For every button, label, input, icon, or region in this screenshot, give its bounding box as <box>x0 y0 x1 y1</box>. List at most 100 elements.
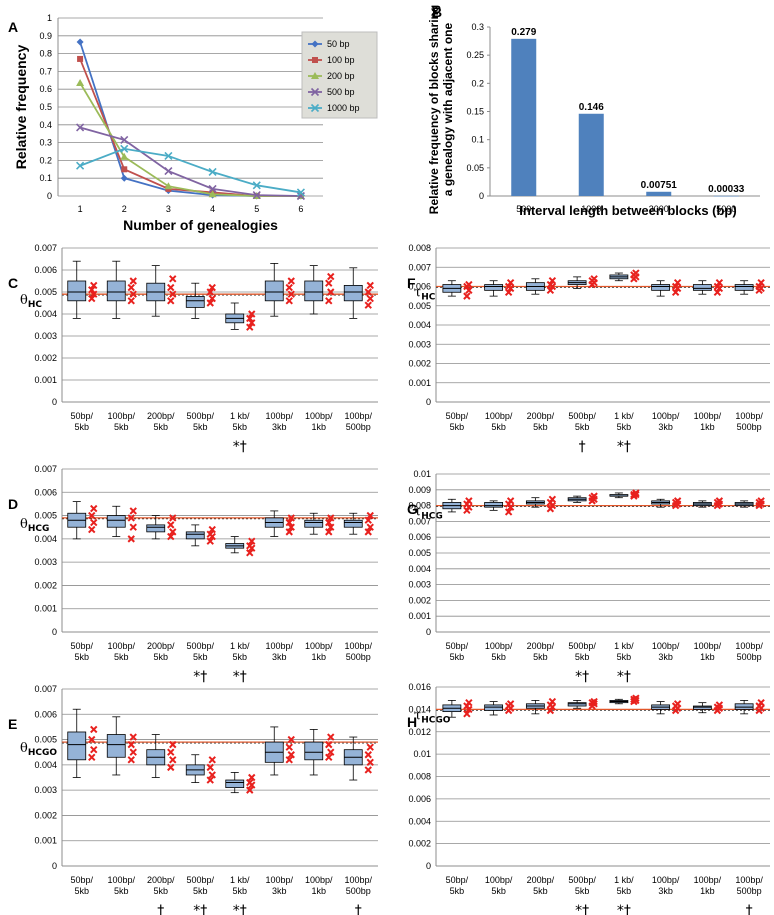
replicate-estimate <box>465 286 473 295</box>
box-3 <box>146 734 177 778</box>
replicate-estimate <box>248 319 256 327</box>
box-6 <box>264 510 295 537</box>
y-tick-label: 0.009 <box>408 485 431 495</box>
x-tick-label: 100bp/ <box>694 641 722 651</box>
replicate-estimate <box>325 753 333 761</box>
box-7 <box>692 278 724 296</box>
y-tick-label: 0 <box>479 191 484 201</box>
replicate-estimate <box>167 532 175 541</box>
replicate-estimate <box>506 700 515 708</box>
replicate-estimate <box>757 497 765 505</box>
x-tick-label: 5kb <box>153 652 168 662</box>
box-8 <box>734 698 765 715</box>
y-tick-label: 0.014 <box>408 704 431 714</box>
panel-label-d: D <box>8 496 18 512</box>
x-tick-label: 100bp/ <box>652 641 680 651</box>
point-marker <box>311 72 319 79</box>
box <box>484 284 504 291</box>
box-4 <box>185 282 216 319</box>
replicate-estimate <box>206 776 214 784</box>
box-3 <box>146 514 177 541</box>
x-tick-label: 1kb <box>311 886 326 896</box>
y-tick-label: 0.005 <box>34 511 57 521</box>
replicate-estimate <box>167 748 175 756</box>
y-tick-label: 0.007 <box>34 464 57 474</box>
y-tick-label: 0.006 <box>408 282 431 292</box>
x-tick-label: 5kb <box>193 422 208 432</box>
bar-data-label: 0.146 <box>579 102 604 113</box>
x-tick-label: 3kb <box>272 422 287 432</box>
x-tick-label: 1kb <box>700 886 715 896</box>
y-tick-label: 0.001 <box>408 611 431 621</box>
panel-b: B 0 0.05 0.1 0.15 0.2 0.25 0.3 0.279 500 0.146 1000… <box>427 4 760 218</box>
y-axis-symbol: τ <box>414 505 421 520</box>
x-tick-label: 200bp/ <box>147 641 175 651</box>
series-50bp <box>76 38 305 200</box>
box <box>185 295 205 308</box>
replicate-estimate <box>206 299 214 307</box>
box-5 <box>609 489 640 500</box>
y-tick-label: 0.8 <box>39 49 52 59</box>
y-tick-label: 0.2 <box>471 78 484 88</box>
box-6 <box>651 700 682 715</box>
x-tick-label: 100bp/ <box>735 411 763 421</box>
replicate-estimate <box>90 725 98 734</box>
box <box>567 702 587 707</box>
x-tick-label: 1 kb/ <box>614 875 634 885</box>
replicate-estimate <box>327 733 335 741</box>
replicate-estimate <box>287 277 295 285</box>
box-7 <box>304 729 335 776</box>
box-5 <box>225 772 256 794</box>
x-tick-label: 5kb <box>617 886 632 896</box>
y-tick-label: 0.001 <box>408 378 431 388</box>
box <box>225 779 245 789</box>
point-marker <box>310 103 320 113</box>
replicate-estimate <box>327 514 335 522</box>
x-tick-label: 5 <box>254 204 259 214</box>
box-4 <box>185 524 216 547</box>
replicate-estimate <box>325 528 333 536</box>
replicate-estimate <box>465 497 473 505</box>
panel-label-b: B <box>432 4 442 20</box>
replicate-estimate <box>129 507 137 515</box>
y-tick-label: 0.007 <box>34 243 57 253</box>
y-tick-label: 0 <box>52 397 57 407</box>
replicate-estimate <box>246 786 254 794</box>
x-tick-label: 100bp/ <box>694 875 722 885</box>
x-tick-label: 100bp/ <box>485 411 513 421</box>
x-tick-label: 3kb <box>658 422 673 432</box>
box-8 <box>343 736 374 781</box>
series-100bp <box>77 55 304 199</box>
box-2 <box>484 278 515 297</box>
y-tick-label: 0.6 <box>39 84 52 94</box>
replicate-estimate <box>127 297 135 305</box>
y-axis-subscript: HC <box>28 300 43 310</box>
replicate-estimate <box>169 740 177 749</box>
x-tick-label: 500bp/ <box>568 641 596 651</box>
x-tick-label: 50bp/ <box>446 411 469 421</box>
replicate-estimate <box>167 297 175 305</box>
x-tick-label: 200bp/ <box>147 411 175 421</box>
replicate-estimate <box>715 497 724 505</box>
y-tick-label: 0.15 <box>466 107 484 117</box>
replicate-estimate <box>287 290 295 298</box>
y-tick-label: 0.005 <box>34 287 57 297</box>
box-5 <box>225 302 256 331</box>
box-7 <box>692 497 724 510</box>
x-tick-label: 5kb <box>74 886 89 896</box>
replicate-estimate <box>287 751 295 759</box>
y-tick-label: 0 <box>426 861 431 871</box>
replicate-estimate <box>364 528 372 536</box>
replicate-estimate <box>208 525 216 534</box>
replicate-estimate <box>546 280 555 289</box>
point-marker <box>252 181 261 190</box>
replicate-estimate <box>548 277 557 285</box>
y-axis-subscript: HCG <box>421 512 443 522</box>
replicate-estimate <box>673 278 682 287</box>
replicate-estimate <box>327 523 335 531</box>
y-tick-label: 0.002 <box>34 580 57 590</box>
replicate-estimate <box>632 269 640 277</box>
x-tick-label: 100bp/ <box>107 411 135 421</box>
